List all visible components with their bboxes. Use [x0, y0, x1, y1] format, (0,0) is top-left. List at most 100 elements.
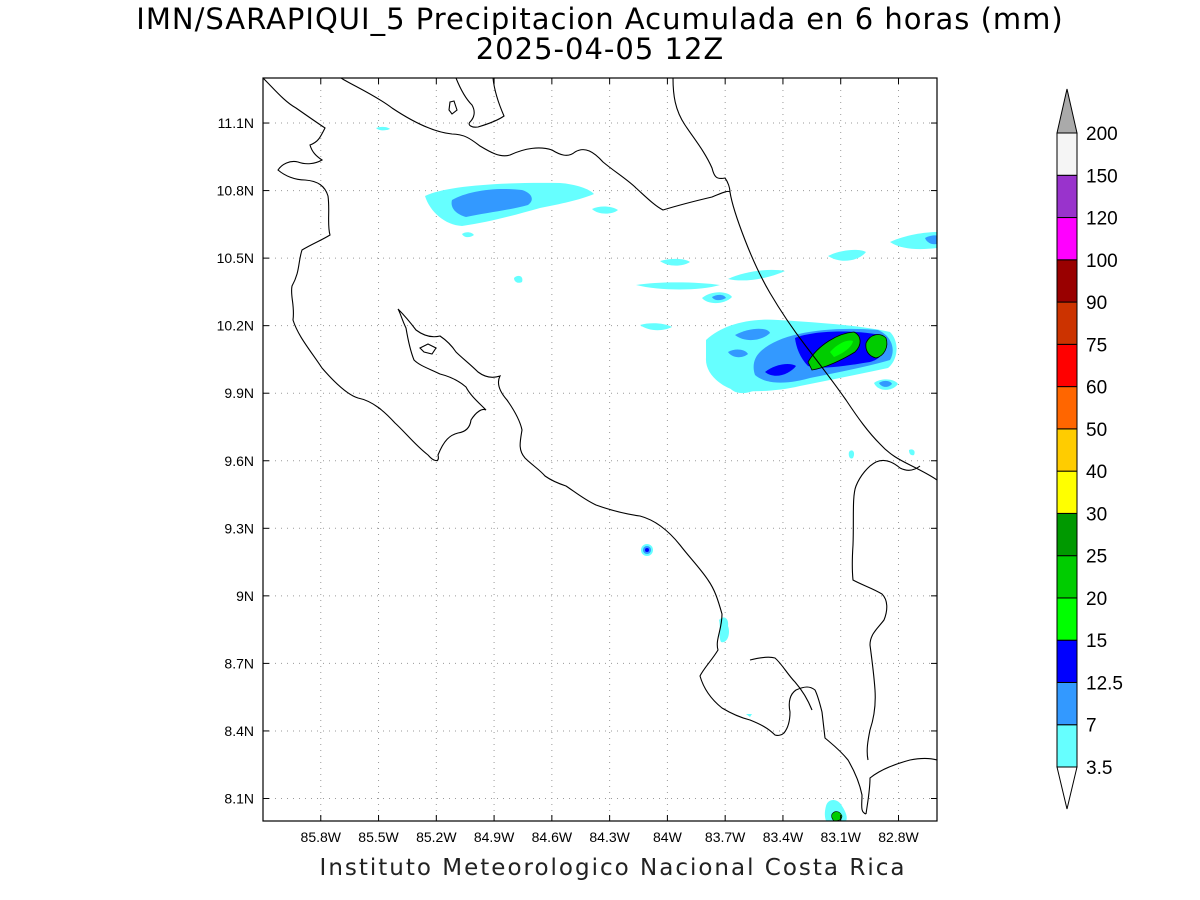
colorbar-swatch [1056, 174, 1078, 219]
island-nicoya [419, 343, 437, 355]
colorbar-label: 90 [1086, 293, 1107, 314]
precip-area-blue [728, 349, 748, 358]
lon-tick-label: 84W [653, 829, 683, 845]
precip-area-darkblue [765, 364, 796, 376]
coast-nicaragua-caribbean [672, 78, 731, 193]
lake-nicaragua [455, 78, 505, 128]
longitude-axis: 85.8W 85.5W 85.2W 84.9W 84.6W 84.3W 84W 83.7W 83… [301, 78, 919, 845]
map-subtitle-datetime: 2025-04-05 12Z [475, 32, 725, 66]
colorbar-label: 120 [1086, 209, 1118, 230]
lake-island [448, 100, 458, 115]
colorbar-label: 150 [1086, 166, 1118, 187]
colorbar-swatch [1056, 512, 1078, 557]
lon-tick-label: 83.4W [763, 829, 804, 845]
precip-area-cyan [636, 282, 720, 290]
lat-tick-label: 11.1N [218, 115, 254, 131]
lat-tick-label: 9.9N [224, 385, 254, 401]
colorbar-label: 12.5 [1086, 673, 1123, 694]
precip-area-cyan [909, 449, 915, 456]
lon-tick-label: 82.8W [878, 829, 919, 845]
colorbar-label: 3.5 [1086, 758, 1112, 779]
lon-tick-label: 83.1W [820, 829, 861, 845]
colorbar-swatch [1056, 132, 1078, 176]
precip-area-cyan [514, 275, 523, 283]
colorbar-label: 7 [1086, 716, 1097, 737]
lon-tick-label: 84.6W [532, 829, 573, 845]
precip-area-cyan [746, 714, 752, 717]
colorbar-label: 25 [1086, 547, 1107, 568]
lat-tick-label: 9N [236, 588, 254, 604]
colorbar-swatch [1056, 470, 1078, 514]
map-grid [263, 78, 937, 821]
colorbar-label: 15 [1086, 631, 1107, 652]
colorbar-swatch [1056, 386, 1078, 430]
precip-area-brightgreen [830, 340, 853, 357]
lat-tick-label: 10.2N [217, 318, 254, 334]
lat-tick-label: 8.4N [224, 723, 254, 739]
precip-area-cyan [640, 323, 672, 331]
coast-caribbean [729, 191, 937, 481]
colorbar-label: 20 [1086, 589, 1107, 610]
precip-area-blue [925, 235, 937, 245]
colorbar-label: 75 [1086, 335, 1107, 356]
lat-tick-label: 9.6N [224, 453, 254, 469]
coast-bocas [875, 459, 921, 471]
map-title: IMN/SARAPIQUI_5 Precipitacion Acumulada … [136, 2, 1064, 36]
precip-area-green [831, 811, 843, 821]
precip-cell-darkblue [645, 548, 649, 552]
lon-tick-label: 85.8W [301, 829, 342, 845]
colorbar-swatch [1056, 639, 1078, 683]
colorbar-swatch [1056, 259, 1078, 303]
coast-panama-pacific [865, 757, 937, 815]
colorbar-swatch [1056, 343, 1078, 388]
border-nicaragua [340, 78, 731, 211]
precip-area-cyan [848, 450, 855, 459]
coastlines-borders [263, 78, 937, 815]
border-panama [851, 461, 888, 761]
colorbar-swatch [1056, 681, 1078, 726]
footer-credit: Instituto Meteorologico Nacional Costa R… [319, 855, 907, 881]
precipitation-field [376, 126, 937, 821]
lon-tick-label: 85.2W [416, 829, 457, 845]
map-frame [262, 77, 938, 822]
precip-area-green [865, 334, 888, 359]
precip-area-cyan [730, 375, 762, 394]
precip-area-cyan [719, 617, 730, 643]
precip-area-cyan [462, 232, 474, 238]
precip-area-cyan [890, 232, 937, 250]
colorbar-swatch [1056, 724, 1078, 768]
precip-area-blue [879, 380, 892, 387]
precip-area-cyan [828, 249, 866, 261]
colorbar-label: 50 [1086, 420, 1107, 441]
colorbar-swatch [1056, 428, 1078, 472]
coast-golfo-dulce [749, 656, 813, 711]
lat-tick-label: 9.3N [224, 520, 254, 536]
lon-tick-label: 85.5W [358, 829, 399, 845]
lon-tick-label: 84.3W [589, 829, 630, 845]
colorbar-legend: 3.5 7 12.5 15 20 25 30 40 50 60 75 90 100 120 150 200 [1056, 88, 1123, 810]
colorbar-under-triangle [1056, 766, 1078, 810]
coast-pacific-north [263, 78, 867, 815]
lon-tick-label: 84.9W [474, 829, 515, 845]
colorbar-label: 60 [1086, 378, 1107, 399]
colorbar-label: 200 [1086, 124, 1118, 145]
precip-area-blue [451, 189, 532, 217]
precip-area-cyan [728, 269, 785, 281]
precip-area-blue [712, 294, 726, 301]
precip-area-cyan [592, 206, 618, 214]
colorbar-swatch [1056, 597, 1078, 641]
colorbar-over-triangle [1056, 88, 1078, 134]
colorbar-label: 100 [1086, 251, 1118, 272]
precip-area-cyan [376, 126, 390, 131]
lon-tick-label: 83.7W [705, 829, 746, 845]
colorbar-swatch [1056, 301, 1078, 345]
precip-area-blue [735, 328, 770, 341]
colorbar-swatch [1056, 217, 1078, 261]
colorbar-swatch [1056, 555, 1078, 599]
colorbar-label: 40 [1086, 462, 1107, 483]
precip-area-cyan [660, 258, 690, 266]
lat-tick-label: 8.1N [224, 790, 254, 806]
lat-tick-label: 10.8N [217, 183, 254, 199]
colorbar-label: 30 [1086, 504, 1107, 525]
